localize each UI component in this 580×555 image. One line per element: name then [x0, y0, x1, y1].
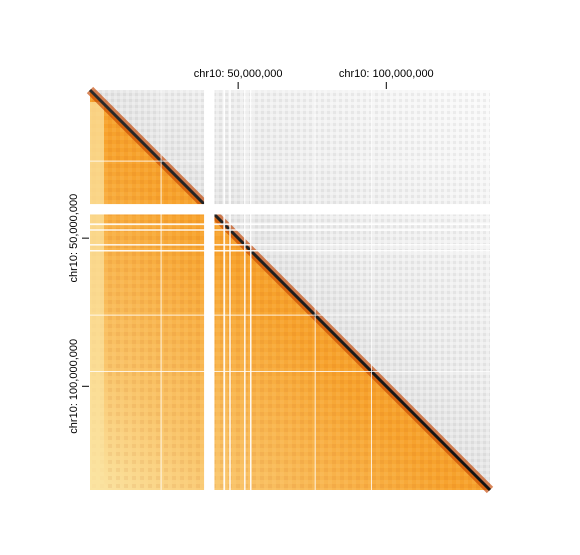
gap-band-horizontal	[90, 204, 490, 214]
thin-gap-vertical	[229, 90, 231, 490]
y-axis-tick-label: chr10: 100,000,000	[68, 339, 80, 434]
y-axis-tick-label: chr10: 50,000,000	[68, 194, 80, 283]
x-axis-tick-label: chr10: 100,000,000	[339, 68, 434, 80]
thin-gap-horizontal	[90, 244, 490, 246]
gap-band-vertical	[204, 90, 214, 490]
x-axis-tick-label: chr10: 50,000,000	[194, 68, 283, 80]
orange-low-density-strip	[90, 102, 104, 490]
thin-gap-vertical	[250, 90, 252, 490]
thin-gap-horizontal	[90, 229, 490, 231]
thin-gap-vertical	[244, 90, 246, 490]
heatmap-body	[90, 90, 490, 490]
thin-gap-horizontal	[90, 250, 490, 252]
thin-gap-horizontal	[90, 223, 490, 225]
thin-gap-vertical	[223, 90, 225, 490]
